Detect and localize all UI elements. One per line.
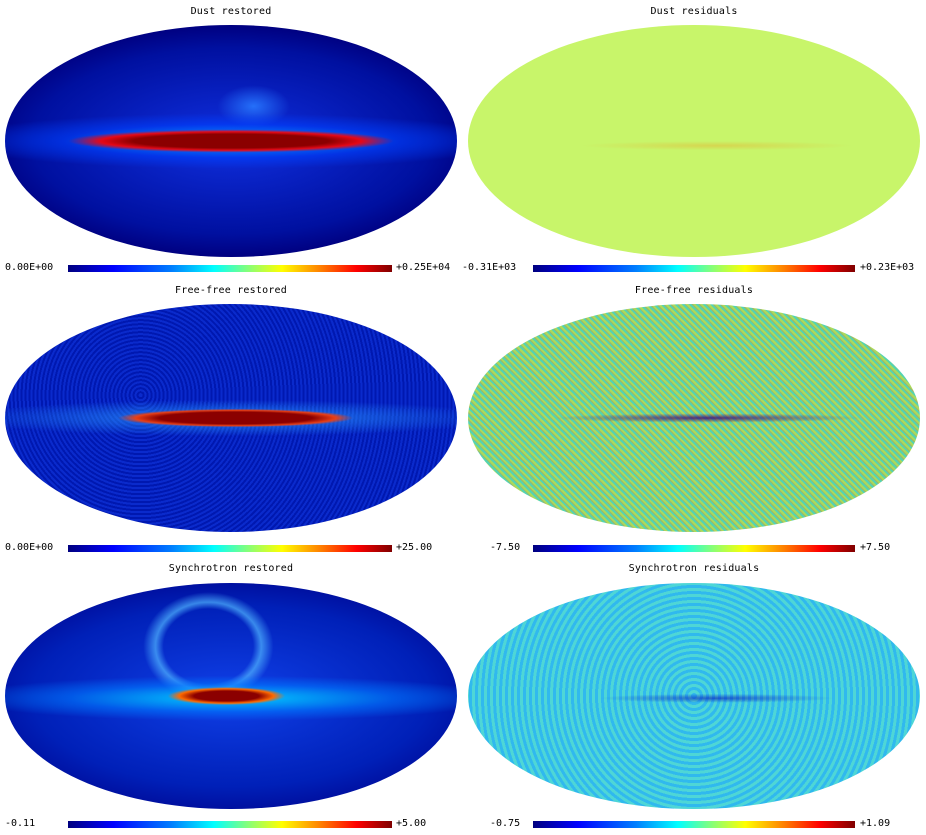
- free-free-restored-map: [5, 304, 457, 532]
- colorbar-max-label: +0.25E+04: [396, 262, 451, 273]
- colorbar-max-label: +7.50: [860, 542, 891, 553]
- colorbar-max-label: +1.09: [860, 818, 891, 829]
- colorbar: [68, 265, 392, 272]
- colorbar-max-label: +25.00: [396, 542, 433, 553]
- panel-title: Free-free restored: [175, 285, 287, 296]
- colorbar-min-label: -0.11: [5, 818, 36, 829]
- dust-restored-map: [5, 25, 457, 257]
- colorbar-max-label: +5.00: [396, 818, 427, 829]
- colorbar: [68, 821, 392, 828]
- free-free-residuals-map: [468, 304, 920, 532]
- colorbar: [533, 821, 855, 828]
- colorbar-min-label: -0.31E+03: [462, 262, 517, 273]
- synchrotron-restored-map: [5, 583, 457, 809]
- colorbar-max-label: +0.23E+03: [860, 262, 915, 273]
- panel-title: Synchrotron residuals: [628, 563, 760, 574]
- colorbar: [68, 545, 392, 552]
- colorbar-min-label: 0.00E+00: [5, 542, 54, 553]
- colorbar-min-label: -7.50: [490, 542, 521, 553]
- panel-title: Free-free residuals: [634, 285, 754, 296]
- colorbar-min-label: 0.00E+00: [5, 262, 54, 273]
- panel-title: Synchrotron restored: [168, 563, 294, 574]
- colorbar: [533, 545, 855, 552]
- dust-residuals-map: [468, 25, 920, 257]
- colorbar-min-label: -0.75: [490, 818, 521, 829]
- synchrotron-residuals-map: [468, 583, 920, 809]
- panel-title: Dust residuals: [650, 6, 738, 17]
- panel-title: Dust restored: [190, 6, 272, 17]
- colorbar: [533, 265, 855, 272]
